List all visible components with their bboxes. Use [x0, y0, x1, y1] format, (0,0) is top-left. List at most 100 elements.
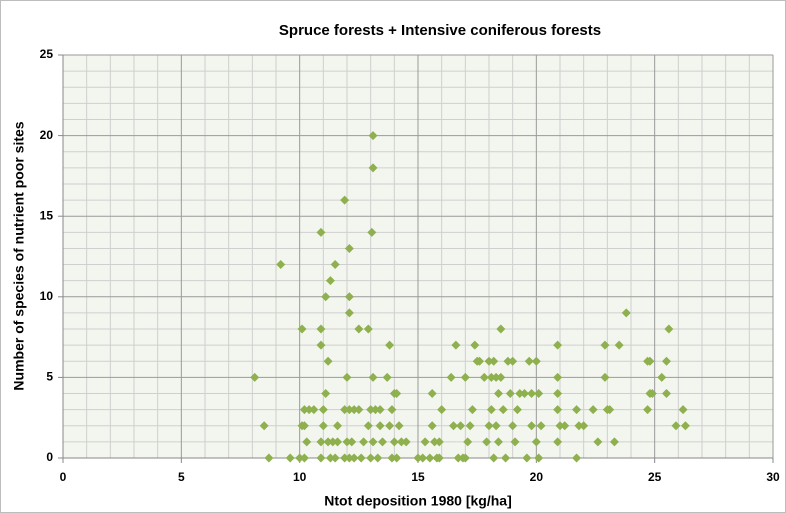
scatter-point — [363, 324, 373, 334]
scatter-point — [496, 372, 506, 382]
scatter-point — [579, 421, 589, 431]
scatter-point — [302, 437, 312, 447]
scatter-point — [323, 437, 333, 447]
scatter-point — [316, 227, 326, 237]
scatter-point — [491, 372, 501, 382]
scatter-point — [605, 405, 615, 415]
scatter-point — [328, 437, 338, 447]
scatter-point — [501, 453, 511, 463]
scatter-point — [475, 356, 485, 366]
scatter-point — [496, 324, 506, 334]
scatter-point — [344, 453, 354, 463]
scatter-point — [316, 340, 326, 350]
scatter-point — [446, 372, 456, 382]
scatter-point — [392, 389, 402, 399]
scatter-point — [600, 372, 610, 382]
scatter-point — [354, 324, 364, 334]
scatter-point — [678, 405, 688, 415]
x-tick-label: 25 — [648, 470, 662, 484]
scatter-point — [323, 356, 333, 366]
y-tick-label: 20 — [40, 128, 54, 142]
scatter-point — [325, 453, 335, 463]
scatter-point — [536, 421, 546, 431]
scatter-point — [295, 453, 305, 463]
scatter-point — [389, 437, 399, 447]
scatter-point — [387, 453, 397, 463]
scatter-point — [427, 389, 437, 399]
scatter-point — [330, 260, 340, 270]
scatter-point — [657, 372, 667, 382]
scatter-point — [553, 405, 563, 415]
scatter-point — [527, 421, 537, 431]
y-tick-label: 15 — [40, 208, 54, 222]
scatter-point — [375, 405, 385, 415]
scatter-point — [493, 389, 503, 399]
scatter-point — [299, 405, 309, 415]
scatter-point — [664, 324, 674, 334]
scatter-point — [333, 421, 343, 431]
scatter-point — [491, 421, 501, 431]
scatter-point — [297, 324, 307, 334]
scatter-point — [425, 453, 435, 463]
scatter-point — [505, 389, 515, 399]
scatter-point — [555, 421, 565, 431]
scatter-point — [318, 405, 328, 415]
scatter-point — [671, 421, 681, 431]
scatter-point — [356, 453, 366, 463]
scatter-point — [413, 453, 423, 463]
scatter-point — [396, 437, 406, 447]
scatter-point — [600, 340, 610, 350]
scatter-point — [401, 437, 411, 447]
scatter-point — [593, 437, 603, 447]
scatter-point — [340, 405, 350, 415]
scatter-point — [368, 437, 378, 447]
scatter-point — [349, 405, 359, 415]
scatter-point — [553, 437, 563, 447]
scatter-point — [645, 356, 655, 366]
scatter-point — [418, 453, 428, 463]
scatter-point — [340, 453, 350, 463]
scatter-point — [449, 421, 458, 431]
scatter-point — [349, 453, 359, 463]
scatter-point — [680, 421, 690, 431]
scatter-point — [387, 405, 397, 415]
y-tick-label: 5 — [46, 370, 53, 384]
scatter-point — [316, 324, 326, 334]
scatter-point — [420, 437, 430, 447]
scatter-point — [340, 195, 350, 205]
scatter-point — [359, 437, 369, 447]
scatter-point — [463, 437, 473, 447]
scatter-point — [385, 340, 395, 350]
x-tick-label: 30 — [766, 470, 780, 484]
y-tick-label: 25 — [40, 47, 54, 61]
scatter-point — [366, 405, 376, 415]
scatter-point — [503, 356, 513, 366]
scatter-point — [316, 437, 326, 447]
scatter-point — [344, 243, 354, 253]
x-tick-label: 10 — [293, 470, 307, 484]
scatter-point — [647, 389, 657, 399]
scatter-point — [486, 405, 496, 415]
scatter-point — [479, 372, 489, 382]
scatter-point — [609, 437, 619, 447]
scatter-point — [553, 372, 563, 382]
scatter-point — [285, 453, 295, 463]
y-tick-label: 10 — [40, 289, 54, 303]
scatter-point — [437, 405, 447, 415]
scatter-point — [430, 437, 440, 447]
scatter-point — [467, 405, 477, 415]
x-tick-label: 15 — [411, 470, 425, 484]
scatter-point — [304, 405, 314, 415]
scatter-point — [264, 453, 274, 463]
scatter-point — [520, 389, 529, 399]
scatter-point — [493, 437, 503, 447]
scatter-point — [522, 453, 532, 463]
scatter-point — [276, 260, 286, 270]
scatter-point — [318, 421, 328, 431]
scatter-point — [363, 421, 373, 431]
scatter-point — [382, 372, 392, 382]
scatter-point — [373, 453, 383, 463]
scatter-point — [482, 437, 492, 447]
scatter-point — [515, 389, 525, 399]
x-tick-label: 20 — [530, 470, 544, 484]
